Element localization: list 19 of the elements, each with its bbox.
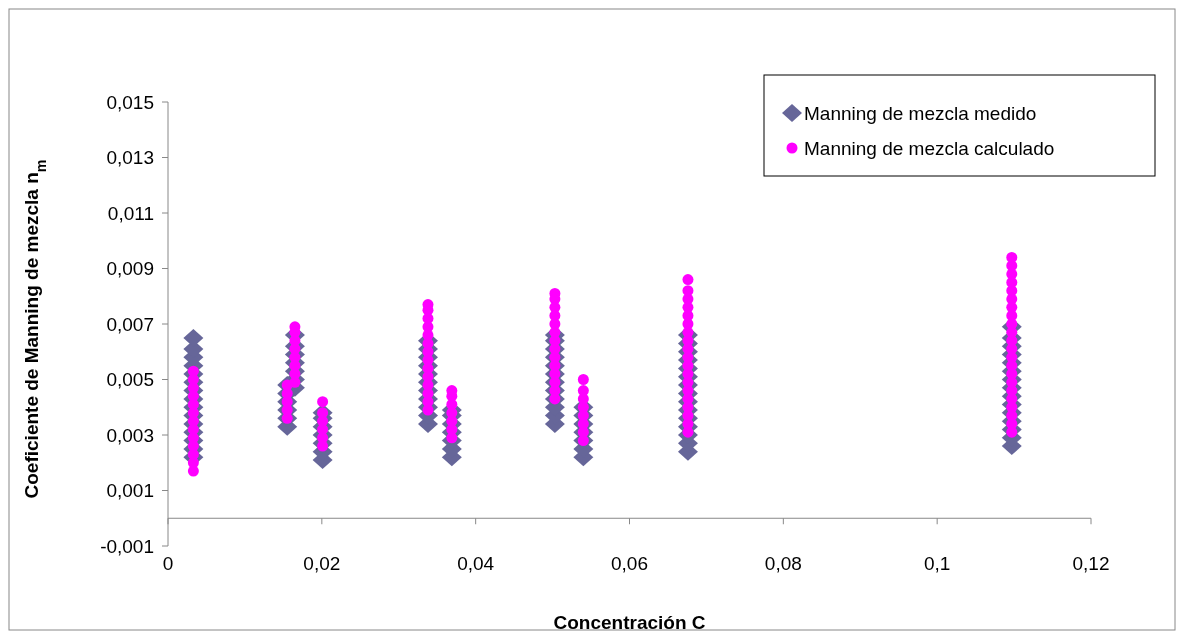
y-tick-label: 0,003 xyxy=(106,424,154,446)
y-tick-label: 0,015 xyxy=(106,91,154,113)
x-tick-label: 0,02 xyxy=(303,553,341,574)
y-tick-label: 0,013 xyxy=(106,147,154,169)
legend-label: Manning de mezcla medido xyxy=(804,102,1037,124)
x-axis-title: Concentración C xyxy=(553,612,706,633)
x-tick-label: 0 xyxy=(162,553,174,574)
y-tick-label: 0,005 xyxy=(106,369,154,391)
legend-label: Manning de mezcla calculado xyxy=(804,137,1055,159)
y-tick-label: 0,009 xyxy=(106,258,154,280)
x-tick-label: 0,1 xyxy=(923,553,951,574)
y-tick-label: 0,007 xyxy=(106,313,154,335)
x-tick-label: 0,04 xyxy=(457,553,495,574)
y-tick-label: 0,001 xyxy=(106,480,154,502)
y-tick-label: -0,001 xyxy=(100,535,154,557)
y-tick-label: 0,011 xyxy=(107,202,154,224)
x-tick-label: 0,12 xyxy=(1072,553,1110,574)
x-tick-label: 0,08 xyxy=(764,553,802,574)
x-tick-label: 0,06 xyxy=(611,553,648,574)
